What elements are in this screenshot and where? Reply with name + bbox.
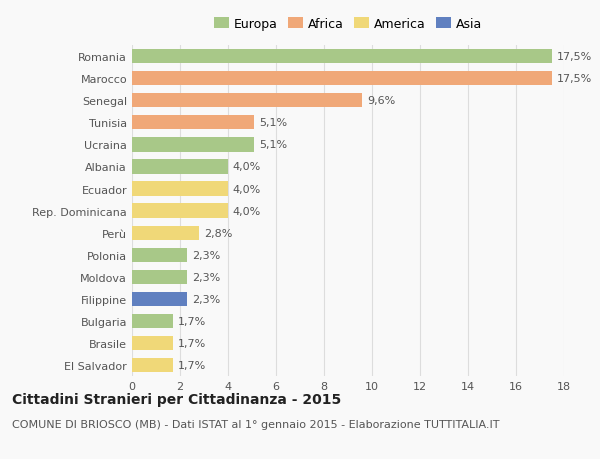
Text: 1,7%: 1,7% <box>178 338 206 348</box>
Text: 5,1%: 5,1% <box>259 118 287 128</box>
Bar <box>132 226 199 241</box>
Text: 2,3%: 2,3% <box>192 250 220 260</box>
Bar <box>132 94 362 108</box>
Bar <box>132 204 228 218</box>
Bar <box>132 160 228 174</box>
Text: Cittadini Stranieri per Cittadinanza - 2015: Cittadini Stranieri per Cittadinanza - 2… <box>12 392 341 406</box>
Text: COMUNE DI BRIOSCO (MB) - Dati ISTAT al 1° gennaio 2015 - Elaborazione TUTTITALIA: COMUNE DI BRIOSCO (MB) - Dati ISTAT al 1… <box>12 419 499 429</box>
Text: 5,1%: 5,1% <box>259 140 287 150</box>
Bar <box>132 270 187 285</box>
Bar <box>132 292 187 307</box>
Bar <box>132 72 552 86</box>
Text: 9,6%: 9,6% <box>367 96 395 106</box>
Bar <box>132 358 173 373</box>
Legend: Europa, Africa, America, Asia: Europa, Africa, America, Asia <box>212 15 484 33</box>
Bar <box>132 182 228 196</box>
Bar <box>132 248 187 263</box>
Text: 4,0%: 4,0% <box>233 162 261 172</box>
Bar <box>132 336 173 351</box>
Text: 1,7%: 1,7% <box>178 360 206 370</box>
Text: 17,5%: 17,5% <box>557 52 592 62</box>
Text: 2,8%: 2,8% <box>204 228 232 238</box>
Bar <box>132 116 254 130</box>
Bar <box>132 314 173 329</box>
Text: 4,0%: 4,0% <box>233 206 261 216</box>
Text: 2,3%: 2,3% <box>192 272 220 282</box>
Text: 1,7%: 1,7% <box>178 316 206 326</box>
Bar <box>132 50 552 64</box>
Text: 2,3%: 2,3% <box>192 294 220 304</box>
Text: 17,5%: 17,5% <box>557 74 592 84</box>
Bar <box>132 138 254 152</box>
Text: 4,0%: 4,0% <box>233 184 261 194</box>
